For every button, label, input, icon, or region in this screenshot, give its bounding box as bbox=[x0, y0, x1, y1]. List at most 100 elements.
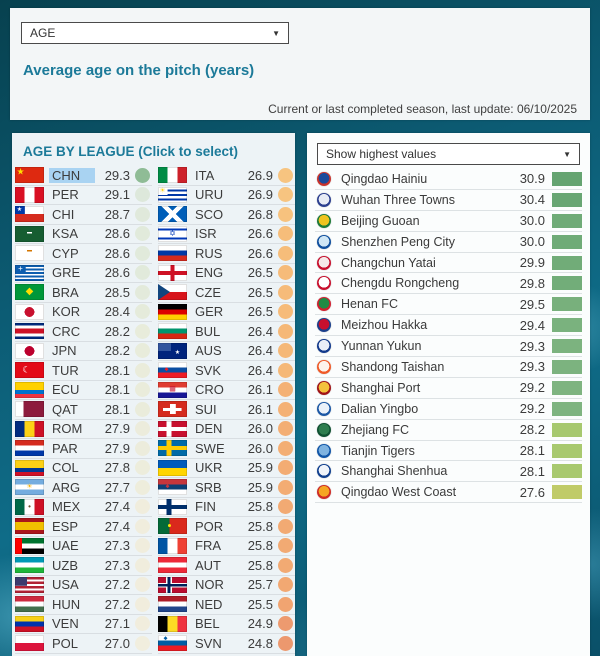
league-row[interactable]: ENG 26.5 bbox=[158, 264, 295, 283]
show-values-dropdown-value: Show highest values bbox=[326, 147, 437, 161]
league-row[interactable]: ESP 27.4 bbox=[15, 517, 152, 537]
league-row[interactable]: ◆ SVN 24.8 bbox=[158, 634, 295, 654]
league-row[interactable]: RUS 26.6 bbox=[158, 244, 295, 264]
league-row[interactable]: KOR 28.4 bbox=[15, 303, 152, 322]
age-color-bar bbox=[552, 297, 582, 312]
bel-flag-icon bbox=[158, 615, 187, 632]
league-row[interactable]: ★ CHN 29.3 bbox=[15, 166, 152, 186]
age-color-dot bbox=[278, 343, 293, 359]
ger-flag-icon bbox=[158, 303, 187, 320]
league-row[interactable]: ✡ ISR 26.6 bbox=[158, 225, 295, 244]
header-panel: AGE ▼ Average age on the pitch (years) C… bbox=[10, 8, 590, 120]
league-row[interactable]: ▬ CYP 28.6 bbox=[15, 244, 152, 264]
rom-flag-icon bbox=[15, 420, 44, 437]
metric-dropdown[interactable]: AGE ▼ bbox=[21, 22, 289, 44]
age-color-dot bbox=[135, 323, 150, 339]
league-column-2: ITA 26.9 ☀ URU 26.9 SCO 26.8 ✡ ISR 26.6 RUS 26.6 ENG… bbox=[158, 166, 295, 654]
club-age-value: 30.0 bbox=[519, 213, 545, 229]
age-color-dot bbox=[278, 421, 293, 437]
league-row[interactable]: USA 27.2 bbox=[15, 576, 152, 595]
league-row[interactable]: • MEX 27.4 bbox=[15, 498, 152, 517]
league-row[interactable]: ☾ TUR 28.1 bbox=[15, 361, 152, 381]
age-color-dot bbox=[278, 635, 293, 651]
league-row[interactable]: VEN 27.1 bbox=[15, 615, 152, 634]
league-row[interactable]: UAE 27.3 bbox=[15, 537, 152, 556]
league-row[interactable]: ITA 26.9 bbox=[158, 166, 295, 186]
age-color-dot bbox=[135, 284, 150, 300]
chevron-down-icon: ▼ bbox=[563, 149, 571, 159]
league-row[interactable]: ★ CHI 28.7 bbox=[15, 205, 152, 225]
league-row[interactable]: UKR 25.9 bbox=[158, 459, 295, 478]
league-row[interactable]: ● POR 25.8 bbox=[158, 517, 295, 537]
league-row[interactable]: UZB 27.3 bbox=[15, 556, 152, 576]
league-row[interactable]: PAR 27.9 bbox=[15, 439, 152, 459]
league-row[interactable]: ECU 28.1 bbox=[15, 381, 152, 400]
age-color-dot bbox=[278, 304, 293, 320]
club-age-value: 28.1 bbox=[519, 463, 545, 479]
per-flag-icon bbox=[15, 186, 44, 203]
league-row[interactable]: COL 27.8 bbox=[15, 459, 152, 478]
league-row[interactable]: ▦ CRO 26.1 bbox=[158, 381, 295, 400]
league-row[interactable]: ROM 27.9 bbox=[15, 420, 152, 439]
league-row[interactable]: NED 25.5 bbox=[158, 595, 295, 615]
league-panel-title: AGE BY LEAGUE (Click to select) bbox=[23, 144, 239, 159]
age-color-dot bbox=[278, 577, 293, 593]
ned-flag-icon bbox=[158, 596, 187, 613]
league-row[interactable]: + GRE 28.6 bbox=[15, 264, 152, 283]
league-row[interactable]: FIN 25.8 bbox=[158, 498, 295, 517]
league-row[interactable]: QAT 28.1 bbox=[15, 400, 152, 420]
league-row[interactable]: CRC 28.2 bbox=[15, 322, 152, 342]
show-values-dropdown[interactable]: Show highest values ▼ bbox=[317, 143, 580, 165]
age-color-bar bbox=[552, 234, 582, 249]
league-code: KSA bbox=[52, 226, 79, 242]
league-row[interactable]: BEL 24.9 bbox=[158, 615, 295, 634]
league-row[interactable]: SWE 26.0 bbox=[158, 439, 295, 459]
league-row[interactable]: BUL 26.4 bbox=[158, 322, 295, 342]
srb-flag-icon: ◆ bbox=[158, 479, 187, 496]
league-row[interactable]: ◆ SRB 25.9 bbox=[158, 478, 295, 498]
qingdao-west-coast-crest-icon bbox=[317, 485, 331, 500]
league-code: MEX bbox=[52, 499, 81, 515]
mex-flag-icon: • bbox=[15, 498, 44, 515]
league-row[interactable]: GER 26.5 bbox=[158, 303, 295, 322]
league-row[interactable]: HUN 27.2 bbox=[15, 595, 152, 615]
club-age-value: 28.1 bbox=[519, 443, 545, 459]
club-name: Qingdao West Coast bbox=[341, 485, 457, 500]
league-row[interactable]: CZE 26.5 bbox=[158, 283, 295, 303]
league-code: CHN bbox=[49, 167, 95, 183]
club-row: Henan FC 29.5 bbox=[315, 294, 582, 316]
league-row[interactable]: FRA 25.8 bbox=[158, 537, 295, 556]
tur-flag-icon: ☾ bbox=[15, 362, 44, 379]
league-age-value: 27.3 bbox=[104, 557, 130, 573]
ven-flag-icon bbox=[15, 615, 44, 632]
league-row[interactable]: ◆ BRA 28.5 bbox=[15, 283, 152, 303]
league-row[interactable]: PER 29.1 bbox=[15, 186, 152, 205]
league-row[interactable]: ▬ KSA 28.6 bbox=[15, 225, 152, 244]
shanghai-shenhua-crest-icon bbox=[317, 464, 331, 479]
league-row[interactable]: SCO 26.8 bbox=[158, 205, 295, 225]
league-row[interactable]: AUT 25.8 bbox=[158, 556, 295, 576]
league-age-value: 26.6 bbox=[247, 245, 273, 261]
club-age-value: 29.4 bbox=[519, 317, 545, 333]
league-row[interactable]: ☀ ARG 27.7 bbox=[15, 478, 152, 498]
league-row[interactable]: SUI 26.1 bbox=[158, 400, 295, 420]
age-color-dot bbox=[135, 167, 150, 183]
league-row[interactable]: ★ AUS 26.4 bbox=[158, 342, 295, 361]
league-code: SWE bbox=[195, 440, 225, 456]
league-row[interactable]: NOR 25.7 bbox=[158, 576, 295, 595]
league-row[interactable]: DEN 26.0 bbox=[158, 420, 295, 439]
league-row[interactable]: POL 27.0 bbox=[15, 634, 152, 654]
league-row[interactable]: ☀ URU 26.9 bbox=[158, 186, 295, 205]
league-row[interactable]: JPN 28.2 bbox=[15, 342, 152, 361]
age-color-dot bbox=[135, 206, 150, 222]
league-row[interactable]: ◆ SVK 26.4 bbox=[158, 361, 295, 381]
arg-flag-icon: ☀ bbox=[15, 479, 44, 496]
league-age-value: 28.2 bbox=[104, 343, 130, 359]
league-code: UZB bbox=[52, 557, 78, 573]
ukr-flag-icon bbox=[158, 459, 187, 476]
league-age-value: 28.6 bbox=[104, 245, 130, 261]
league-age-value: 26.4 bbox=[247, 343, 273, 359]
age-color-bar bbox=[552, 464, 582, 479]
club-panel: Show highest values ▼ Qingdao Hainiu 30.9… bbox=[307, 133, 590, 656]
uru-flag-icon: ☀ bbox=[158, 186, 187, 203]
